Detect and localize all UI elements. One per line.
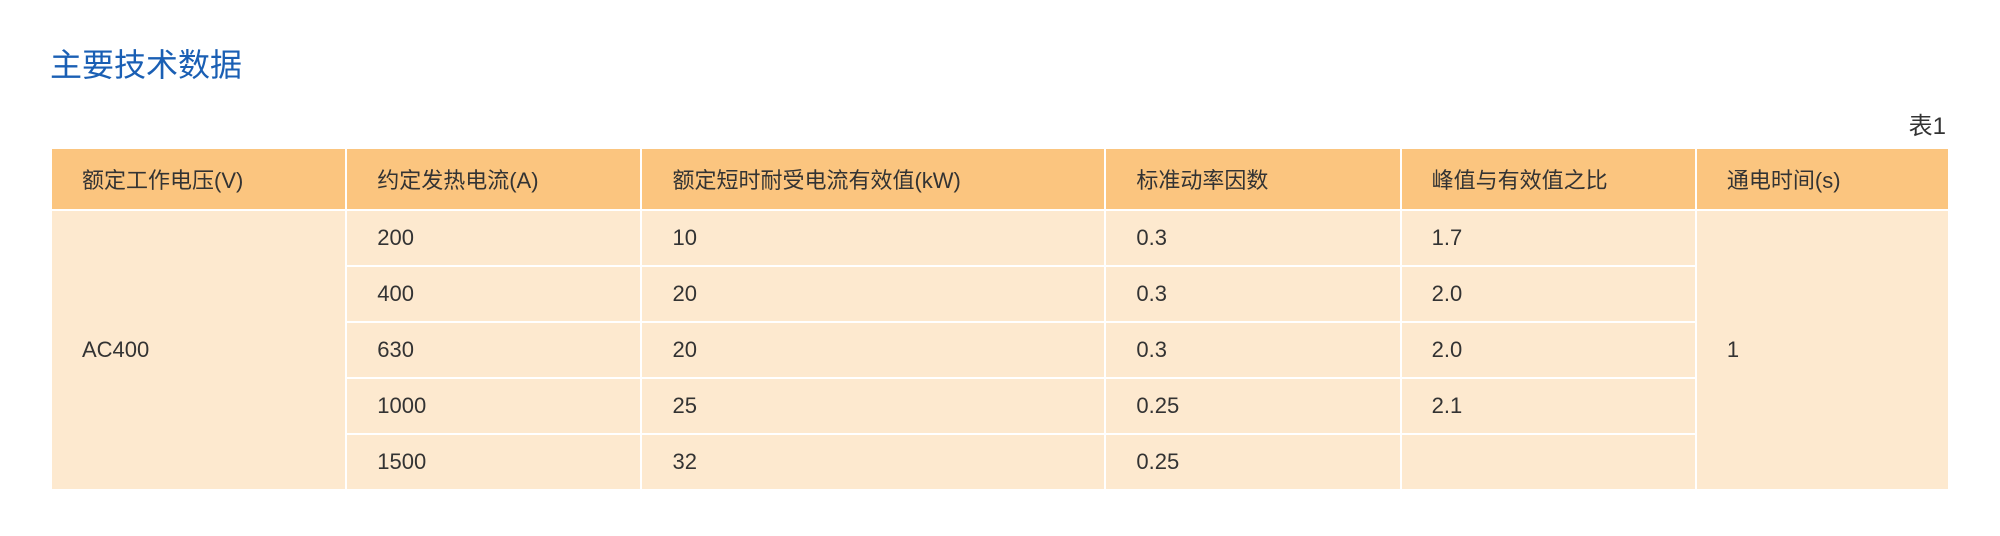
cell: 2.0 xyxy=(1401,322,1696,378)
cell: 1500 xyxy=(346,434,641,490)
table-number-label: 表1 xyxy=(50,106,1950,141)
table-row: AC400 200 10 0.3 1.7 1 xyxy=(51,210,1949,266)
section-title: 主要技术数据 xyxy=(50,40,1950,86)
cell: 1.7 xyxy=(1401,210,1696,266)
col-header-power-factor: 标准动率因数 xyxy=(1105,148,1400,210)
col-header-current: 约定发热电流(A) xyxy=(346,148,641,210)
cell: 0.25 xyxy=(1105,434,1400,490)
col-header-short-withstand: 额定短时耐受电流有效值(kW) xyxy=(641,148,1105,210)
cell: 10 xyxy=(641,210,1105,266)
cell: 0.3 xyxy=(1105,210,1400,266)
table-header-row: 额定工作电压(V) 约定发热电流(A) 额定短时耐受电流有效值(kW) 标准动率… xyxy=(51,148,1949,210)
cell: 0.3 xyxy=(1105,266,1400,322)
cell: 20 xyxy=(641,266,1105,322)
cell xyxy=(1401,434,1696,490)
col-header-on-time: 通电时间(s) xyxy=(1696,148,1949,210)
cell-ontime-merged: 1 xyxy=(1696,210,1949,490)
cell: 0.25 xyxy=(1105,378,1400,434)
cell: 200 xyxy=(346,210,641,266)
cell: 0.3 xyxy=(1105,322,1400,378)
cell: 2.1 xyxy=(1401,378,1696,434)
cell: 20 xyxy=(641,322,1105,378)
cell-voltage-merged: AC400 xyxy=(51,210,346,490)
cell: 400 xyxy=(346,266,641,322)
cell: 1000 xyxy=(346,378,641,434)
spec-table: 额定工作电压(V) 约定发热电流(A) 额定短时耐受电流有效值(kW) 标准动率… xyxy=(50,147,1950,491)
cell: 2.0 xyxy=(1401,266,1696,322)
cell: 25 xyxy=(641,378,1105,434)
cell: 630 xyxy=(346,322,641,378)
col-header-peak-ratio: 峰值与有效值之比 xyxy=(1401,148,1696,210)
col-header-voltage: 额定工作电压(V) xyxy=(51,148,346,210)
cell: 32 xyxy=(641,434,1105,490)
